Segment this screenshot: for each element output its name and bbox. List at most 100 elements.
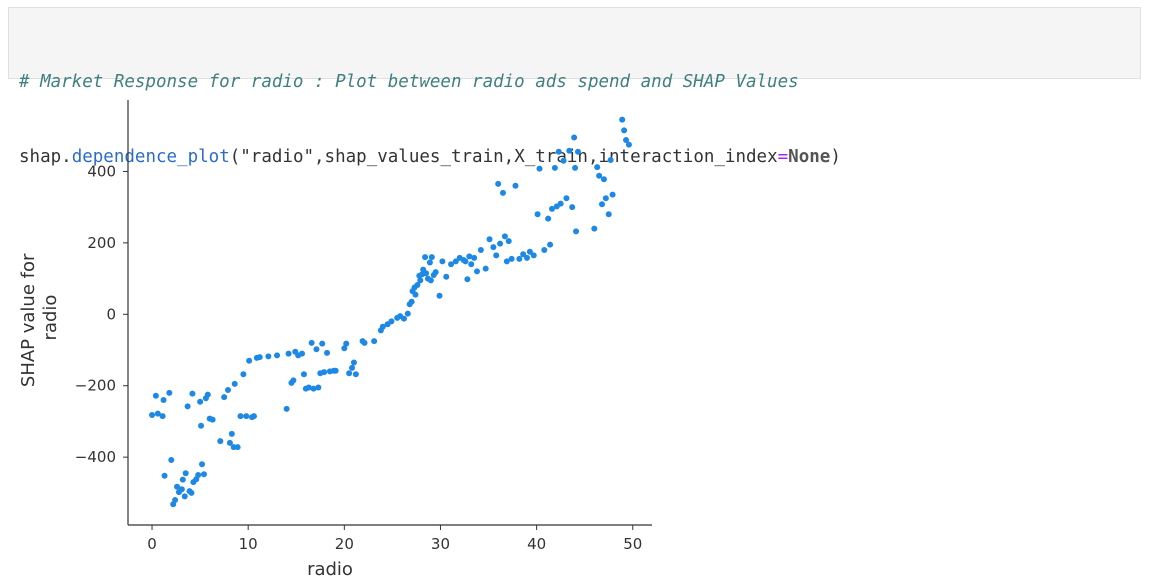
y-tick-label: −200	[75, 377, 116, 395]
scatter-point	[490, 244, 497, 251]
scatter-point	[404, 310, 411, 317]
scatter-point	[607, 157, 614, 163]
scatter-point	[308, 339, 315, 346]
scatter-point	[152, 392, 159, 399]
scatter-point	[161, 472, 168, 479]
scatter-point	[493, 252, 500, 259]
scatter-point	[343, 340, 350, 347]
scatter-point	[495, 180, 502, 187]
scatter-point	[426, 259, 433, 266]
y-tick-label: −400	[75, 448, 116, 466]
scatter-point	[237, 413, 244, 420]
scatter-point	[315, 384, 322, 391]
y-axis-label-line-2: radio	[40, 295, 61, 341]
scatter-point	[341, 345, 348, 352]
y-tick-label: 400	[87, 162, 116, 180]
scatter-point	[563, 195, 570, 202]
scatter-point	[379, 323, 386, 330]
scatter-point	[352, 371, 359, 378]
scatter-point	[428, 254, 435, 261]
scatter-point	[310, 385, 317, 392]
y-axis-ticks: −400 −200 0 200 400	[75, 162, 128, 466]
code-arguments: ("radio",shap_values_train,X_train,inter…	[229, 147, 778, 167]
scatter-point	[566, 147, 573, 154]
y-axis-label: SHAP value for radio	[18, 248, 61, 387]
scatter-point	[349, 364, 356, 371]
scatter-point	[466, 253, 473, 260]
scatter-point	[166, 389, 173, 396]
scatter-point	[501, 233, 508, 240]
code-none-keyword: None	[788, 147, 831, 167]
scatter-point	[199, 461, 206, 468]
scatter-point	[350, 359, 357, 366]
scatter-point	[436, 292, 443, 299]
x-tick-label: 10	[239, 535, 258, 553]
scatter-point	[321, 369, 328, 376]
scatter-point	[231, 380, 238, 387]
scatter-point	[200, 471, 207, 478]
scatter-point	[600, 176, 607, 183]
scatter-point	[432, 269, 439, 276]
scatter-point	[209, 416, 216, 423]
scatter-point	[474, 268, 481, 275]
scatter-point	[189, 390, 196, 397]
scatter-point	[512, 182, 519, 189]
scatter-point	[571, 134, 578, 141]
scatter-point	[468, 261, 475, 268]
scatter-point	[427, 277, 434, 284]
scatter-point	[524, 254, 531, 261]
y-axis-label-line-1: SHAP value for	[18, 253, 39, 387]
scatter-point	[557, 200, 564, 207]
scatter-point	[573, 228, 580, 235]
scatter-point	[547, 241, 554, 248]
y-tick-label: 200	[87, 234, 116, 252]
scatter-point	[625, 141, 632, 148]
scatter-point	[149, 412, 156, 418]
scatter-point	[195, 472, 202, 478]
scatter-point	[423, 270, 430, 277]
scatter-point	[599, 201, 605, 208]
scatter-point	[313, 346, 320, 353]
scatter-point	[497, 240, 504, 247]
scatter-point	[197, 398, 204, 405]
shap-dependence-plot: −400 −200 0 200 400 0 10 20 30 40 50 radio SHAP v…	[18, 100, 652, 580]
scatter-point	[619, 116, 626, 123]
scatter-point	[551, 164, 558, 171]
scatter-point	[246, 357, 253, 364]
scatter-point	[305, 384, 312, 391]
scatter-point	[204, 391, 211, 398]
scatter-point	[591, 225, 598, 232]
scatter-point	[569, 204, 576, 211]
code-comment: # Market Response for radio : Plot betwe…	[19, 72, 799, 92]
scatter-point	[265, 353, 272, 360]
scatter-point	[505, 238, 512, 245]
scatter-point	[574, 148, 581, 155]
scatter-point	[560, 157, 567, 164]
code-call-line: shap.dependence_plot("radio",shap_values…	[19, 145, 1130, 170]
scatter-point	[541, 247, 548, 253]
scatter-point	[361, 339, 368, 346]
scatter-point	[174, 483, 181, 490]
code-module: shap.	[19, 147, 72, 167]
scatter-point	[221, 394, 228, 401]
scatter-point	[508, 255, 515, 262]
scatter-point	[471, 254, 478, 261]
x-tick-label: 40	[527, 535, 546, 553]
scatter-point	[217, 438, 224, 445]
scatter-point	[422, 254, 429, 261]
scatter-point	[555, 148, 562, 155]
scatter-point	[621, 127, 628, 134]
x-tick-label: 50	[623, 535, 642, 553]
x-axis-label: radio	[307, 559, 353, 580]
scatter-point	[184, 403, 191, 410]
scatter-point	[594, 164, 601, 171]
scatter-point	[159, 413, 166, 420]
scatter-point	[319, 340, 326, 347]
scatter-point	[181, 493, 188, 500]
scatter-point	[414, 282, 421, 288]
scatter-point	[179, 476, 186, 483]
scatter-point	[332, 367, 339, 374]
scatter-point	[324, 349, 331, 356]
scatter-point	[545, 215, 552, 222]
code-cell[interactable]: # Market Response for radio : Plot betwe…	[8, 7, 1141, 167]
